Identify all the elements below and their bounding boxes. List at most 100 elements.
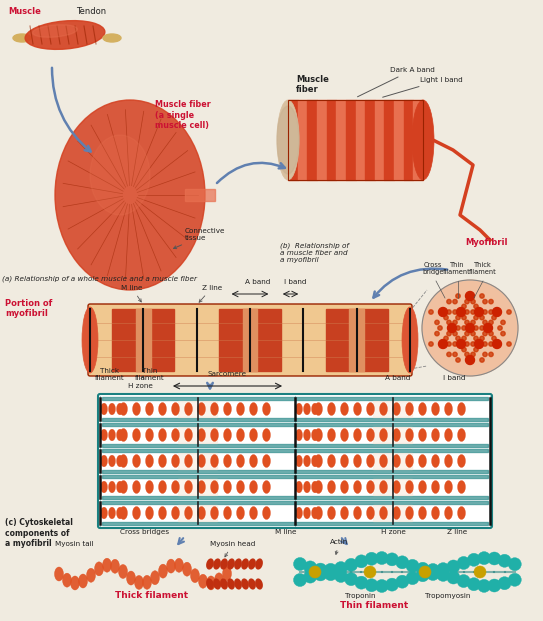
Text: Thick
filament: Thick filament — [469, 262, 497, 275]
Circle shape — [489, 299, 493, 304]
Circle shape — [508, 558, 521, 571]
Circle shape — [471, 310, 475, 314]
Circle shape — [422, 280, 518, 376]
Ellipse shape — [132, 402, 141, 415]
Ellipse shape — [353, 402, 362, 415]
Ellipse shape — [304, 429, 311, 441]
Text: H zone: H zone — [381, 529, 406, 535]
Circle shape — [475, 340, 483, 348]
Ellipse shape — [224, 455, 231, 468]
Text: Muscle
fiber: Muscle fiber — [296, 75, 329, 94]
Ellipse shape — [367, 428, 375, 442]
Ellipse shape — [304, 481, 311, 493]
Text: Thick
filament: Thick filament — [95, 368, 125, 381]
Ellipse shape — [445, 402, 452, 415]
Circle shape — [474, 566, 486, 578]
Circle shape — [492, 315, 496, 320]
Ellipse shape — [132, 455, 141, 468]
Ellipse shape — [406, 481, 414, 494]
Ellipse shape — [393, 428, 401, 442]
Circle shape — [489, 310, 493, 314]
Ellipse shape — [312, 403, 319, 415]
Ellipse shape — [198, 455, 205, 468]
Circle shape — [489, 332, 493, 336]
Text: (c) Cytoskeletal
components of
a myofibril: (c) Cytoskeletal components of a myofibr… — [5, 518, 73, 548]
Circle shape — [439, 307, 447, 317]
Circle shape — [498, 326, 502, 330]
Ellipse shape — [237, 402, 244, 415]
Text: Muscle fiber
(a single
muscle cell): Muscle fiber (a single muscle cell) — [155, 100, 211, 130]
Ellipse shape — [172, 402, 180, 415]
Circle shape — [453, 332, 457, 336]
Circle shape — [447, 320, 451, 325]
Ellipse shape — [191, 569, 199, 582]
Ellipse shape — [90, 135, 150, 215]
Ellipse shape — [295, 481, 302, 493]
Circle shape — [498, 577, 511, 590]
Circle shape — [324, 563, 337, 576]
Bar — [178, 505, 217, 521]
Circle shape — [480, 336, 484, 340]
Ellipse shape — [445, 455, 452, 468]
Bar — [336, 100, 346, 180]
Bar — [243, 309, 257, 371]
Ellipse shape — [62, 573, 72, 587]
Bar — [102, 423, 488, 426]
Ellipse shape — [199, 574, 207, 588]
Circle shape — [465, 352, 469, 356]
Ellipse shape — [432, 455, 439, 468]
Ellipse shape — [235, 559, 241, 569]
Circle shape — [462, 336, 466, 340]
Ellipse shape — [54, 567, 64, 581]
Bar — [346, 100, 356, 180]
Ellipse shape — [224, 402, 231, 415]
Ellipse shape — [340, 507, 349, 520]
Ellipse shape — [242, 559, 248, 569]
Ellipse shape — [237, 455, 244, 468]
Text: (b)  Relationship of
a muscle fiber and
a myofibril: (b) Relationship of a muscle fiber and a… — [280, 242, 349, 263]
Bar — [102, 444, 488, 447]
Circle shape — [462, 315, 466, 320]
Ellipse shape — [100, 507, 108, 519]
Text: Z line: Z line — [199, 285, 222, 302]
Ellipse shape — [380, 481, 388, 494]
Circle shape — [355, 555, 368, 568]
Circle shape — [483, 352, 487, 356]
Circle shape — [498, 555, 511, 567]
Text: Tropomyosin: Tropomyosin — [425, 593, 470, 599]
Ellipse shape — [249, 579, 255, 589]
Ellipse shape — [262, 428, 270, 442]
Circle shape — [493, 340, 502, 348]
Ellipse shape — [110, 560, 119, 573]
Text: Tendon: Tendon — [76, 7, 106, 16]
Ellipse shape — [159, 428, 167, 442]
Text: Myofibril: Myofibril — [465, 238, 508, 247]
Ellipse shape — [314, 428, 323, 442]
Circle shape — [465, 291, 475, 301]
Bar — [112, 309, 174, 371]
Text: M line: M line — [121, 285, 143, 302]
Ellipse shape — [223, 566, 231, 581]
Ellipse shape — [198, 428, 205, 442]
Ellipse shape — [458, 428, 465, 442]
Ellipse shape — [100, 403, 108, 415]
Circle shape — [471, 320, 475, 325]
Ellipse shape — [393, 455, 401, 468]
Ellipse shape — [419, 507, 426, 520]
Bar — [307, 100, 317, 180]
Bar — [356, 100, 365, 180]
Ellipse shape — [256, 579, 262, 589]
Ellipse shape — [340, 402, 349, 415]
Text: A band: A band — [245, 279, 270, 285]
Ellipse shape — [380, 428, 388, 442]
Ellipse shape — [340, 428, 349, 442]
Ellipse shape — [132, 428, 141, 442]
Ellipse shape — [117, 507, 123, 519]
Ellipse shape — [237, 507, 244, 520]
Text: H zone: H zone — [128, 376, 153, 389]
Ellipse shape — [224, 428, 231, 442]
Circle shape — [465, 299, 469, 304]
Ellipse shape — [340, 455, 349, 468]
Ellipse shape — [100, 481, 108, 493]
Ellipse shape — [71, 576, 79, 590]
